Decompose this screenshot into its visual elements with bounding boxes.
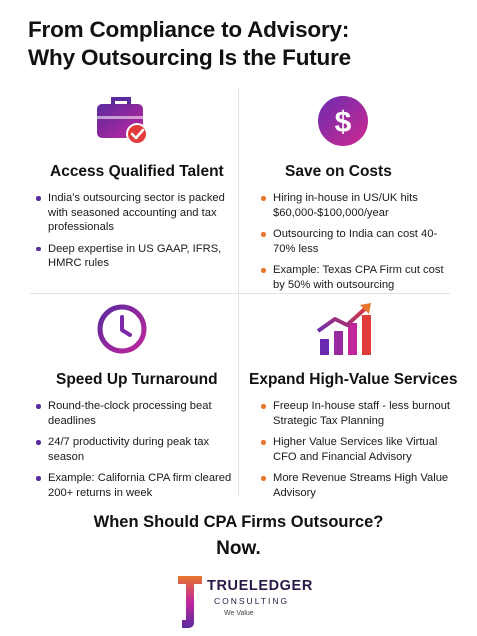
section-heading: Expand High-Value Services [249, 371, 458, 388]
list-item: Example: California CPA firm cleared 200… [34, 471, 240, 500]
brand-tagline: We Value [224, 610, 254, 617]
bullet-list: Round-the-clock processing beat deadline… [30, 399, 240, 500]
dollar-coin-icon: $ [315, 93, 371, 154]
list-item: India's outsourcing sector is packed wit… [34, 191, 240, 235]
brand-logo: TRUELEDGER CONSULTING We Value [176, 574, 326, 630]
cta-answer: Now. [216, 538, 261, 559]
section-heading: Save on Costs [285, 163, 392, 180]
list-item: Freeup In-house staff - less burnout Str… [259, 399, 455, 428]
section-save-costs: $ Save on Costs Hiring in-house in US/UK… [245, 92, 455, 299]
section-heading: Speed Up Turnaround [56, 371, 218, 388]
list-item: More Revenue Streams High Value Advisory [259, 471, 455, 500]
bullet-list: Hiring in-house in US/UK hits $60,000-$1… [245, 191, 455, 292]
list-item: Deep expertise in US GAAP, IFRS, HMRC ru… [34, 242, 240, 271]
title-line-1: From Compliance to Advisory: [28, 17, 350, 42]
section-expand-services: Expand High-Value Services Freeup In-hou… [245, 300, 458, 507]
bullet-list: Freeup In-house staff - less burnout Str… [245, 399, 455, 500]
trueledger-logo-icon [178, 576, 202, 628]
title-line-2: Why Outsourcing Is the Future [28, 45, 351, 70]
list-item: Example: Texas CPA Firm cut cost by 50% … [259, 263, 455, 292]
horizontal-divider [30, 293, 450, 294]
svg-text:$: $ [335, 106, 352, 139]
section-access-talent: Access Qualified Talent India's outsourc… [30, 92, 240, 278]
cta-question: When Should CPA Firms Outsource? [93, 513, 384, 531]
list-item: Higher Value Services like Virtual CFO a… [259, 435, 455, 464]
clock-icon [95, 302, 149, 361]
section-heading: Access Qualified Talent [50, 163, 224, 180]
section-speed-turnaround: Speed Up Turnaround Round-the-clock proc… [30, 300, 240, 507]
bullet-list: India's outsourcing sector is packed wit… [30, 191, 240, 271]
list-item: 24/7 productivity during peak tax season [34, 435, 240, 464]
list-item: Outsourcing to India can cost 40-70% les… [259, 227, 455, 256]
growth-chart-icon [315, 301, 377, 362]
briefcase-check-icon [95, 94, 151, 153]
brand-subtitle: CONSULTING [214, 596, 290, 606]
list-item: Round-the-clock processing beat deadline… [34, 399, 240, 428]
vertical-divider [238, 88, 239, 496]
brand-name: TRUELEDGER [207, 578, 313, 594]
list-item: Hiring in-house in US/UK hits $60,000-$1… [259, 191, 455, 220]
page-title: From Compliance to Advisory: Why Outsour… [28, 16, 458, 72]
